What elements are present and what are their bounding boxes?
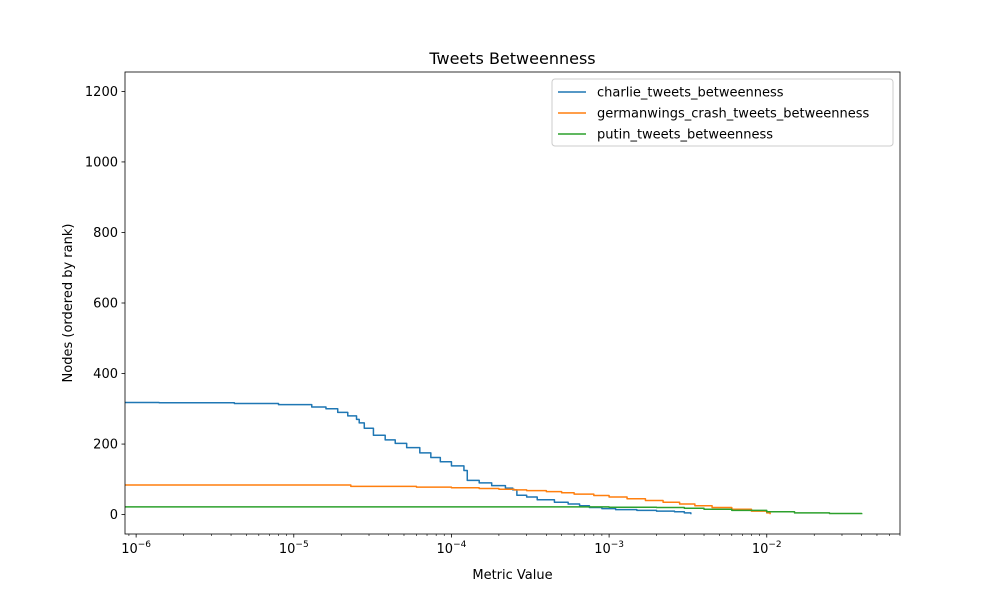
series-line-2 bbox=[125, 484, 771, 515]
y-tick-label: 1000 bbox=[85, 155, 118, 170]
series-line-1 bbox=[125, 401, 692, 515]
legend-label: charlie_tweets_betweenness bbox=[597, 86, 784, 101]
legend-label: germanwings_crash_tweets_betweenness bbox=[597, 107, 870, 122]
series-line-3 bbox=[125, 506, 863, 515]
y-tick-label: 400 bbox=[93, 367, 118, 382]
y-tick-label: 200 bbox=[93, 438, 118, 453]
legend: charlie_tweets_betweenness germanwings_cr… bbox=[551, 78, 894, 147]
x-tick-label: 10−5 bbox=[279, 540, 309, 557]
legend-label: putin_tweets_betweenness bbox=[597, 128, 773, 143]
plot-area bbox=[125, 401, 863, 515]
x-tick-label: 10−4 bbox=[437, 540, 467, 557]
x-tick-label: 10−3 bbox=[594, 540, 624, 557]
axes: 10−6 10−5 10−4 10−3 10−2 0 200 400 600 800 1000 120… bbox=[85, 71, 901, 557]
y-tick-label: 800 bbox=[93, 226, 118, 241]
x-tick-label: 10−6 bbox=[121, 540, 151, 557]
y-axis-label: Nodes (ordered by rank) bbox=[61, 224, 76, 383]
y-tick-label: 0 bbox=[110, 508, 118, 523]
x-tick-label: 10−2 bbox=[752, 540, 782, 557]
y-tick-label: 600 bbox=[93, 297, 118, 312]
x-axis-label: Metric Value bbox=[472, 568, 552, 583]
y-tick-label: 1200 bbox=[85, 85, 118, 100]
chart-title: Tweets Betweenness bbox=[428, 49, 595, 68]
legend-box bbox=[551, 78, 894, 147]
